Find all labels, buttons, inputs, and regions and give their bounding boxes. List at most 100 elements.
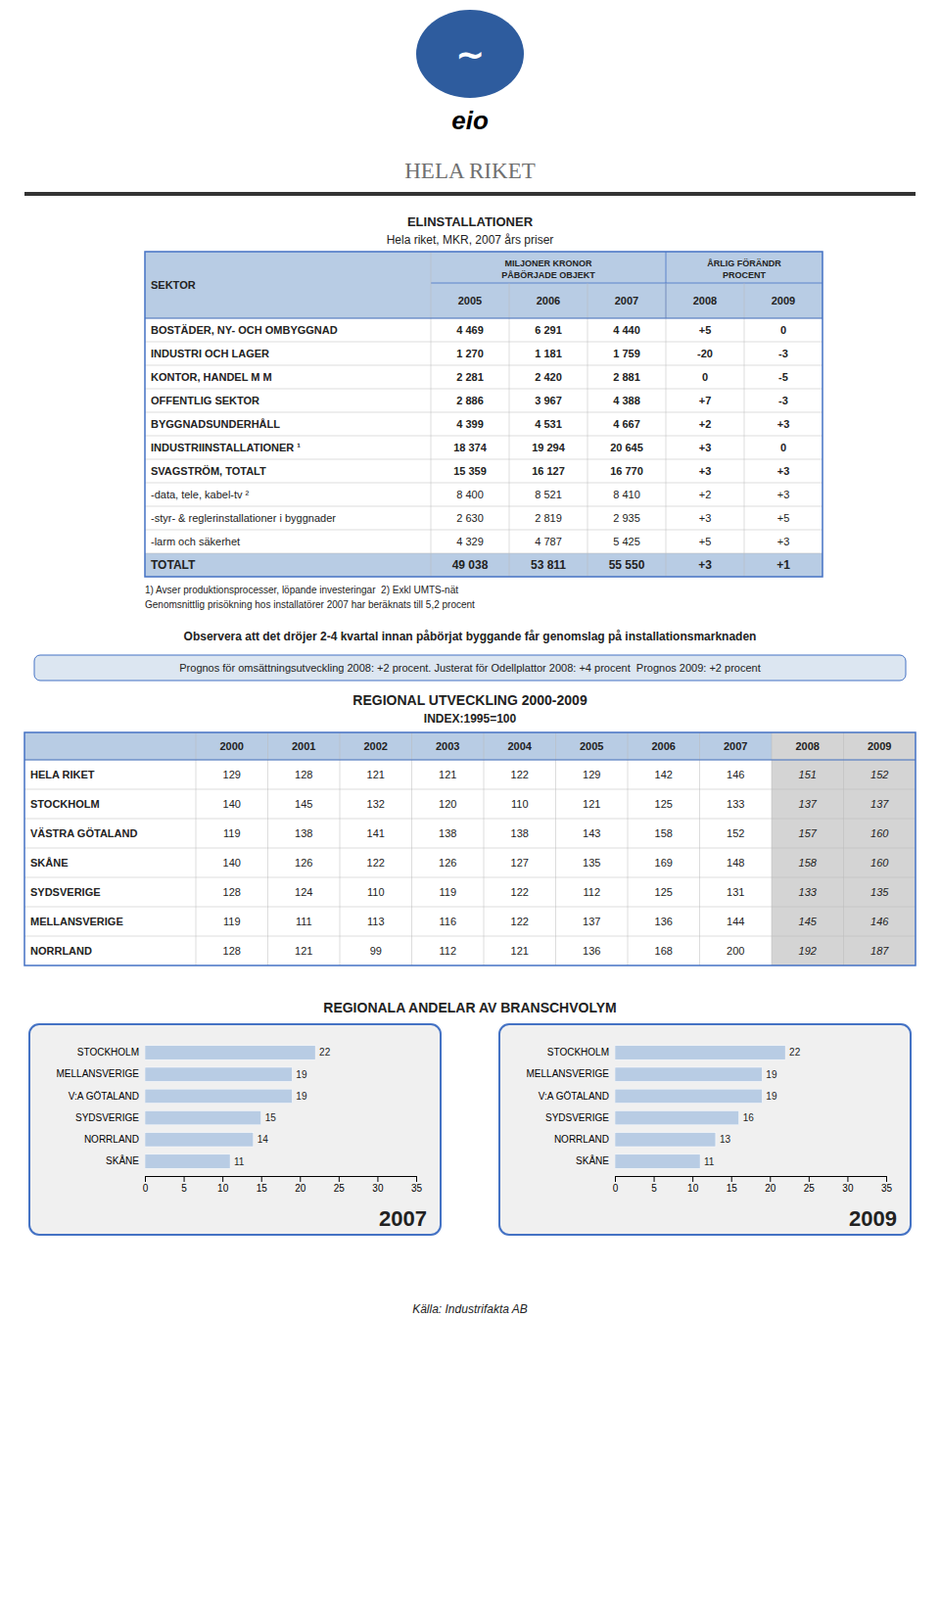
section-title: REGIONALA ANDELAR AV BRANSCHVOLYM xyxy=(323,999,616,1016)
cell: 119 xyxy=(223,915,241,928)
cell: 112 xyxy=(582,886,601,898)
cell: +3 xyxy=(699,512,712,524)
category-label: STOCKHOLM xyxy=(77,1046,140,1058)
column-line xyxy=(195,732,197,966)
cell: 121 xyxy=(294,944,313,957)
tick-mark xyxy=(144,1175,146,1182)
cell: +7 xyxy=(699,394,712,407)
cell: 19 294 xyxy=(531,441,566,454)
row-label: -styr- & reglerinstallationer i byggnade… xyxy=(150,512,336,524)
rule xyxy=(24,191,916,196)
cell: 128 xyxy=(223,886,241,898)
cell: 126 xyxy=(294,856,313,869)
data-labels: 221919151411 xyxy=(234,1046,331,1167)
cell: 135 xyxy=(870,886,890,898)
table: SEKTORMILJONER KRONORPÅBÖRJADE OBJEKT200… xyxy=(144,251,823,577)
panel-box xyxy=(29,1024,441,1235)
page-title: HELA RIKET xyxy=(404,158,536,184)
table-border xyxy=(24,732,916,966)
cell: 152 xyxy=(870,768,889,781)
tick-label: 15 xyxy=(726,1182,739,1194)
data-label: 19 xyxy=(295,1090,308,1102)
column-line xyxy=(699,732,701,966)
row-separator xyxy=(24,847,916,849)
bar xyxy=(144,1045,316,1060)
column-line xyxy=(267,732,269,966)
cell: 0 xyxy=(702,371,708,383)
tick: 25 xyxy=(333,1175,346,1194)
cell: 113 xyxy=(367,915,385,928)
category-label: NORRLAND xyxy=(84,1133,140,1145)
tick-label: 10 xyxy=(687,1182,700,1194)
cell: 135 xyxy=(582,856,601,869)
row-label: KONTOR, HANDEL M M xyxy=(150,371,273,383)
column-header: 2007 xyxy=(614,294,639,307)
bar xyxy=(614,1132,716,1147)
cell: 126 xyxy=(438,856,457,869)
bar xyxy=(614,1088,762,1103)
row-label: INDUSTRI OCH LAGER xyxy=(150,347,270,360)
column-line xyxy=(587,282,589,577)
cell: 119 xyxy=(223,827,241,840)
header-bottom xyxy=(24,759,916,761)
tick-mark xyxy=(261,1175,263,1182)
category-tick: SKÅNE xyxy=(575,1154,610,1167)
data-label: 13 xyxy=(719,1133,732,1145)
cell: +2 xyxy=(699,488,712,501)
category-tick: MELLANSVERIGE xyxy=(526,1068,611,1080)
table-title: REGIONAL UTVECKLING 2000-2009 xyxy=(352,692,588,708)
x-axis: 05101520253035 xyxy=(142,1175,423,1194)
cell: 121 xyxy=(438,768,457,781)
group-header: ÅRLIG FÖRÄNDR xyxy=(706,258,782,269)
data-label: 19 xyxy=(295,1069,308,1081)
axis-line xyxy=(615,1176,888,1183)
bar-panel: 05101520253035STOCKHOLMMELLANSVERIGEV:A … xyxy=(29,1024,441,1235)
row-separator xyxy=(144,412,823,414)
data-label: 19 xyxy=(765,1069,778,1081)
page: ∼eioHELA RIKETELINSTALLATIONERHela riket… xyxy=(0,0,940,1600)
y-axis: STOCKHOLMMELLANSVERIGEV:A GÖTALANDSYDSVE… xyxy=(56,1046,141,1167)
cell: 20 645 xyxy=(610,441,644,454)
cell: 169 xyxy=(655,856,673,869)
tick-mark xyxy=(222,1175,224,1182)
cell: 160 xyxy=(870,827,890,840)
cell: 110 xyxy=(511,798,529,810)
cell: 1 759 xyxy=(612,347,641,360)
category-label: V:A GÖTALAND xyxy=(538,1090,610,1102)
logo-text: eio xyxy=(451,105,489,136)
row-separator xyxy=(24,789,916,791)
tick-mark xyxy=(886,1175,888,1182)
tick-mark xyxy=(376,1175,378,1182)
tick-label: 35 xyxy=(411,1182,423,1194)
table-title: ELINSTALLATIONER xyxy=(407,214,534,230)
tick-mark xyxy=(769,1175,771,1182)
tick: 35 xyxy=(881,1175,893,1194)
cell: 2 819 xyxy=(534,512,563,524)
cell: 4 667 xyxy=(612,418,641,430)
category-label: SYDSVERIGE xyxy=(75,1112,140,1124)
panel-box xyxy=(499,1024,911,1235)
cell: 137 xyxy=(799,798,818,810)
category-label: V:A GÖTALAND xyxy=(68,1090,140,1102)
cell: 16 770 xyxy=(610,465,644,477)
panel-title: 2007 xyxy=(378,1206,427,1231)
table-subtitle: INDEX:1995=100 xyxy=(423,711,517,726)
cell: 145 xyxy=(294,798,313,810)
cell: 4 787 xyxy=(534,535,563,548)
row-separator xyxy=(24,936,916,938)
cell: +3 xyxy=(777,488,791,501)
cell: 120 xyxy=(438,798,457,810)
observation: Observera att det dröjer 2-4 kvartal inn… xyxy=(184,629,757,644)
column-line xyxy=(771,732,773,966)
row-separator xyxy=(144,365,823,367)
row-label: SKÅNE xyxy=(30,856,69,869)
tick-mark xyxy=(731,1175,733,1182)
row-label: TOTALT xyxy=(150,558,196,572)
category-tick: V:A GÖTALAND xyxy=(68,1090,140,1102)
cell: 141 xyxy=(367,827,385,840)
cell: +5 xyxy=(699,324,712,336)
row-label: -data, tele, kabel-tv ² xyxy=(150,488,250,501)
footnote: Genomsnittlig prisökning hos installatör… xyxy=(144,599,475,611)
row-separator xyxy=(144,459,823,461)
category-tick: NORRLAND xyxy=(554,1133,610,1145)
